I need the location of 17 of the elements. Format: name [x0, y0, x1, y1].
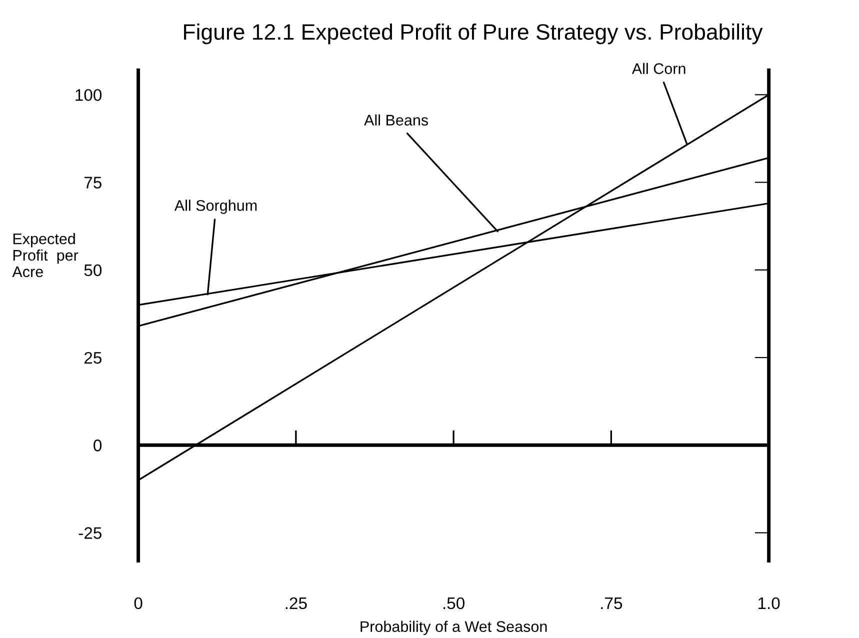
x-tick-label: .75 — [601, 598, 622, 610]
x-tick-label: 1.0 — [758, 597, 780, 610]
y-tick-label: -25 — [78, 527, 102, 539]
x-tick-label: .25 — [286, 597, 307, 610]
y-tick-label: 0 — [94, 440, 102, 452]
y-axis-title: Expected Profit per Acre — [12, 233, 78, 278]
annotation: All Corn — [632, 62, 686, 74]
y-tick-label: 25 — [84, 352, 102, 364]
annotation: All Sorghum — [174, 200, 257, 214]
x-axis-title: Probability of a Wet Season — [360, 620, 547, 636]
x-tick-label: .50 — [443, 597, 464, 610]
y-tick-label: 100 — [76, 89, 102, 101]
chart-title: Figure 12.1 Expected Profit of Pure Strategy vs. Probability — [184, 24, 763, 44]
annotation: All Beans — [364, 114, 428, 126]
x-tick-label: 0 — [134, 597, 142, 610]
y-tick-label: 75 — [84, 176, 102, 189]
y-tick-label: 50 — [84, 264, 102, 276]
